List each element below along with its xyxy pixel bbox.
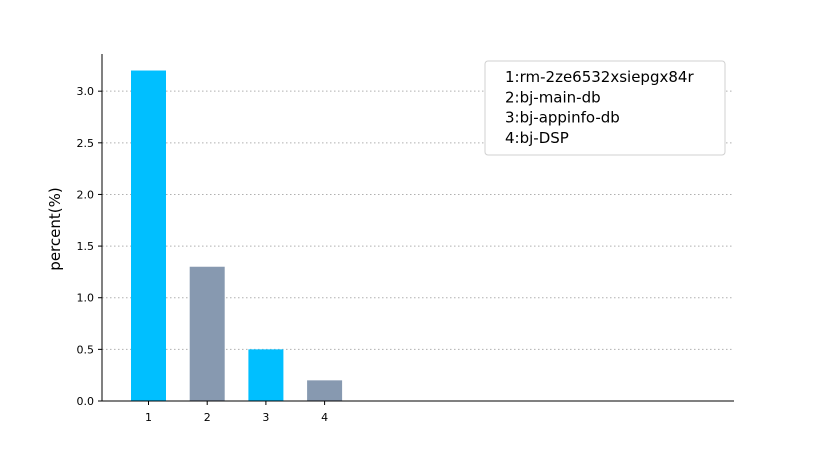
- x-tick-label: 1: [145, 411, 152, 424]
- x-tick-label: 2: [204, 411, 211, 424]
- x-ticks: 1 2 3 4: [145, 401, 328, 424]
- y-tick-label: 1.0: [77, 292, 95, 305]
- legend-entry: 4:bj-DSP: [505, 129, 569, 147]
- y-tick-label: 1.5: [77, 240, 95, 253]
- y-tick-label: 0.5: [77, 343, 95, 356]
- legend-entry: 2:bj-main-db: [505, 88, 601, 106]
- y-tick-label: 0.0: [77, 395, 95, 408]
- bar-2: [189, 266, 225, 401]
- legend: 1:rm-2ze6532xsiepgx84r 2:bj-main-db 3:bj-a…: [484, 60, 726, 156]
- bars: [131, 70, 343, 402]
- legend-entry: 3:bj-appinfo-db: [505, 109, 620, 127]
- x-tick-label: 3: [262, 411, 269, 424]
- y-ticks: 0.0 0.5 1.0 1.5 2.0 2.5 3.0: [77, 85, 102, 408]
- legend-entries: 1:rm-2ze6532xsiepgx84r 2:bj-main-db 3:bj-a…: [505, 68, 694, 147]
- bar-4: [307, 380, 343, 401]
- y-tick-label: 3.0: [77, 85, 95, 98]
- legend-entry: 1:rm-2ze6532xsiepgx84r: [505, 68, 694, 86]
- legend-box: [484, 60, 726, 156]
- x-tick-label: 4: [321, 411, 328, 424]
- bar-1: [131, 70, 166, 402]
- y-tick-label: 2.0: [77, 188, 95, 201]
- y-axis-label: percent(%): [46, 187, 64, 270]
- bar-3: [248, 349, 284, 401]
- y-tick-label: 2.5: [77, 137, 95, 150]
